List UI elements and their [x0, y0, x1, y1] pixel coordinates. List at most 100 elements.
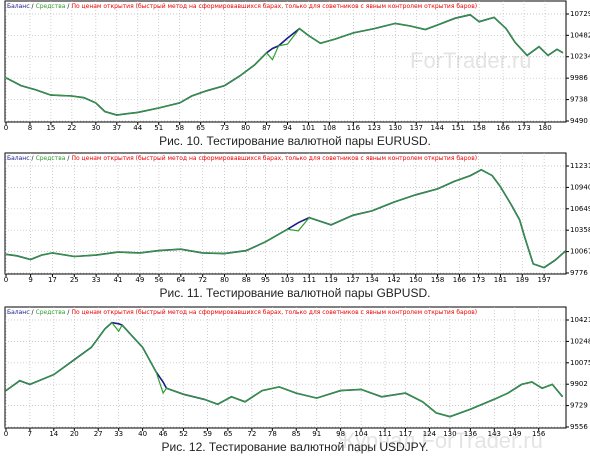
x-tick-label: 59	[203, 430, 212, 438]
plot-frame	[4, 0, 567, 123]
x-tick-label: 123	[368, 124, 381, 132]
x-tick-label: 7	[28, 430, 32, 438]
x-tick-label: 9	[28, 276, 32, 284]
y-tick-label: 9729	[570, 402, 588, 410]
y-tick-label: 10729	[570, 10, 590, 18]
x-tick-label: 17	[48, 276, 57, 284]
x-tick-label: 30	[91, 124, 100, 132]
y-tick-label: 10358	[570, 226, 590, 234]
legend-entry: /	[67, 155, 70, 162]
x-tick-label: 173	[472, 276, 485, 284]
x-tick-label: 91	[312, 430, 321, 438]
caption: Рис. 12. Тестирование валютной пары USDJ…	[162, 440, 429, 454]
x-tick-label: 166	[453, 276, 467, 284]
x-tick-label: 156	[532, 430, 546, 438]
y-tick-label: 10248	[570, 337, 590, 345]
x-tick-label: 87	[262, 124, 271, 132]
x-tick-label: 37	[112, 124, 121, 132]
legend: Баланс / Средства / По ценам открытия (быстр…	[7, 3, 477, 10]
x-tick-label: 25	[70, 276, 79, 284]
x-tick-label: 134	[365, 276, 379, 284]
y-tick-label: 10075	[570, 359, 590, 367]
series-line	[5, 14, 564, 116]
x-tick-label: 158	[472, 124, 485, 132]
x-tick-label: 111	[303, 276, 316, 284]
x-tick-label: 127	[346, 276, 359, 284]
x-tick-label: 72	[247, 430, 256, 438]
legend-entry: /	[32, 3, 35, 10]
watermark: Журнал ForTrader.ru	[335, 428, 543, 453]
y-tick-label: 10482	[570, 31, 590, 39]
x-tick-label: 22	[67, 124, 76, 132]
y-tick-label: 9986	[570, 74, 588, 82]
x-tick-label: 73	[220, 124, 229, 132]
legend: Баланс / Средства / По ценам открытия (быстр…	[7, 309, 477, 316]
x-tick-label: 197	[537, 276, 550, 284]
x-tick-label: 51	[154, 124, 163, 132]
x-tick-label: 98	[336, 430, 345, 438]
x-tick-label: 0	[4, 430, 8, 438]
x-tick-label: 15	[46, 124, 55, 132]
series-line	[5, 169, 567, 269]
x-tick-label: 65	[196, 124, 205, 132]
x-tick-label: 189	[516, 276, 529, 284]
x-tick-label: 80	[220, 276, 229, 284]
legend-entry: /	[67, 309, 70, 316]
watermark: ForTrader.ru	[410, 48, 531, 73]
x-tick-label: 108	[323, 124, 336, 132]
legend-entry: Баланс	[7, 309, 30, 316]
x-tick-label: 144	[431, 124, 445, 132]
x-tick-label: 130	[443, 430, 456, 438]
legend-entry: По ценам открытия (быстрый метод на сфор…	[71, 309, 477, 316]
x-tick-label: 58	[175, 124, 184, 132]
caption: Рис. 11. Тестирование валютной пары GBPU…	[160, 286, 431, 300]
x-tick-label: 14	[49, 430, 58, 438]
plot-frame	[4, 306, 567, 429]
x-tick-label: 49	[135, 276, 144, 284]
x-tick-label: 85	[292, 430, 301, 438]
x-tick-label: 95	[261, 276, 270, 284]
x-tick-label: 149	[508, 430, 521, 438]
x-tick-label: 33	[114, 430, 123, 438]
y-tick-label: 10234	[570, 53, 590, 61]
legend-entry: Баланс	[7, 3, 30, 10]
x-tick-label: 64	[176, 276, 185, 284]
legend-entry: /	[32, 155, 35, 162]
x-tick-label: 46	[159, 430, 168, 438]
x-tick-label: 78	[268, 430, 277, 438]
legend-entry: /	[67, 3, 70, 10]
x-tick-label: 117	[399, 430, 412, 438]
y-tick-label: 10649	[570, 205, 590, 213]
legend-entry: Средства	[36, 155, 66, 162]
y-tick-label: 10067	[570, 248, 590, 256]
x-tick-label: 0	[4, 124, 8, 132]
x-tick-label: 104	[354, 430, 368, 438]
x-tick-label: 150	[409, 276, 422, 284]
x-tick-label: 158	[431, 276, 444, 284]
caption: Рис. 10. Тестирование валютной пары EURU…	[159, 134, 431, 148]
x-tick-label: 142	[387, 276, 400, 284]
x-tick-label: 173	[517, 124, 530, 132]
legend-entry: По ценам открытия (быстрый метод на сфор…	[71, 155, 477, 162]
x-tick-label: 27	[94, 430, 103, 438]
legend-entry: Средства	[36, 309, 66, 316]
legend-entry: По ценам открытия (быстрый метод на сфор…	[71, 3, 477, 10]
legend-entry: Средства	[36, 3, 66, 10]
x-tick-label: 111	[378, 430, 391, 438]
x-tick-label: 181	[494, 276, 507, 284]
x-tick-label: 41	[114, 276, 123, 284]
y-tick-label: 9776	[570, 269, 588, 277]
x-tick-label: 137	[410, 124, 423, 132]
x-tick-label: 103	[281, 276, 294, 284]
legend: Баланс / Средства / По ценам открытия (быстр…	[7, 155, 477, 162]
x-tick-label: 119	[324, 276, 337, 284]
x-tick-label: 130	[389, 124, 402, 132]
plot-frame	[4, 152, 567, 275]
y-tick-label: 9738	[570, 96, 588, 104]
x-tick-label: 101	[302, 124, 315, 132]
x-tick-label: 116	[347, 124, 361, 132]
x-tick-label: 44	[133, 124, 142, 132]
legend-entry: Баланс	[7, 155, 30, 162]
x-tick-label: 80	[241, 124, 250, 132]
